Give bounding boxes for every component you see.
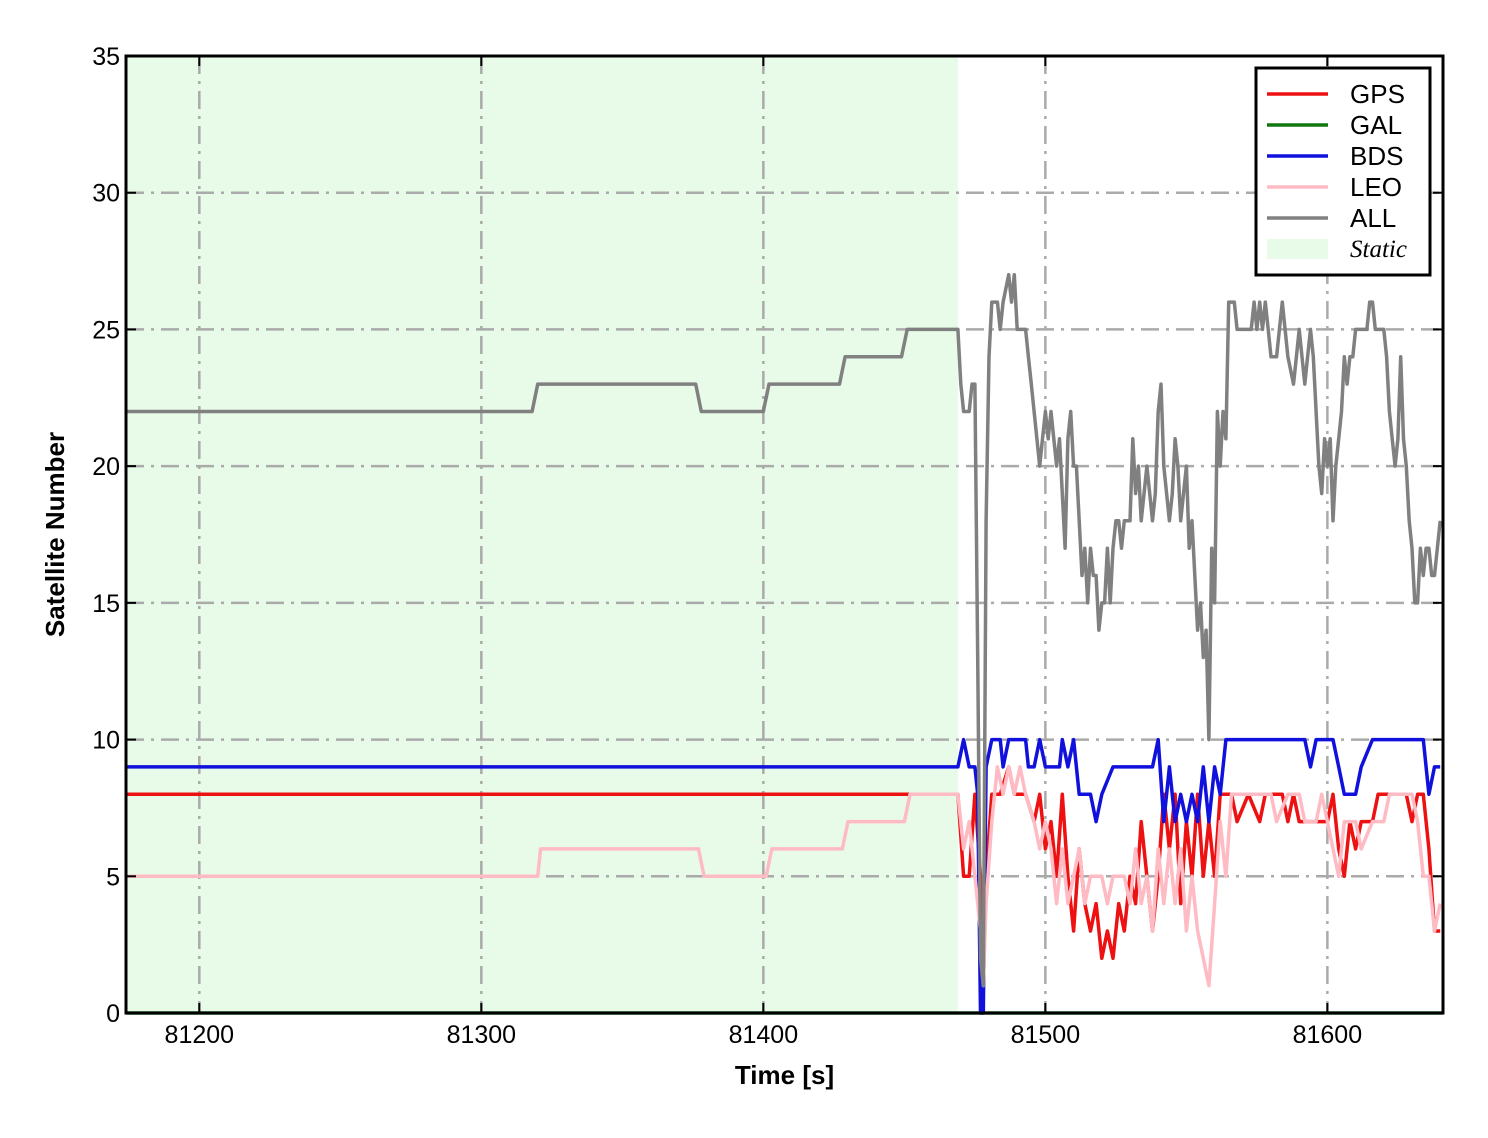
- series-line-leo: [126, 765, 1442, 988]
- y-axis-label: Satellite Number: [40, 432, 70, 637]
- x-axis-label: Time [s]: [735, 1060, 834, 1090]
- static-shaded-region: [126, 56, 958, 1013]
- y-tick-label: 10: [92, 727, 120, 755]
- x-tick-label: 81500: [1011, 1021, 1081, 1049]
- y-tick-label: 30: [92, 180, 120, 208]
- x-tick-label: 81300: [447, 1021, 517, 1049]
- x-tick-label: 81400: [729, 1021, 799, 1049]
- grid-lines: [126, 56, 1443, 1013]
- legend-label-bds: BDS: [1350, 141, 1403, 171]
- legend-label-gps: GPS: [1350, 79, 1405, 109]
- legend-label-static: Static: [1350, 236, 1407, 263]
- y-tick-label: 20: [92, 453, 120, 481]
- y-tick-label: 35: [92, 43, 120, 71]
- y-tick-label: 5: [106, 863, 120, 891]
- legend-swatch-static: [1267, 239, 1328, 259]
- x-tick-label: 81200: [165, 1021, 235, 1049]
- series-line-gps: [126, 765, 1441, 988]
- legend-label-all: ALL: [1350, 203, 1396, 233]
- y-tick-label: 25: [92, 316, 120, 344]
- legend-label-leo: LEO: [1350, 172, 1402, 202]
- y-tick-label: 0: [106, 1000, 120, 1028]
- plot-frame: [124, 54, 1445, 1015]
- series-line-all: [126, 272, 1442, 988]
- series-line-bds: [126, 737, 1441, 1015]
- x-tick-label: 81600: [1293, 1021, 1363, 1049]
- legend-label-gal: GAL: [1350, 110, 1402, 140]
- y-tick-label: 15: [92, 590, 120, 618]
- series-lines: [126, 272, 1443, 1015]
- axis-ticks: 81200 81300 81400 81500 81600 0 5 10 15 20 25 30 35: [92, 43, 1443, 1049]
